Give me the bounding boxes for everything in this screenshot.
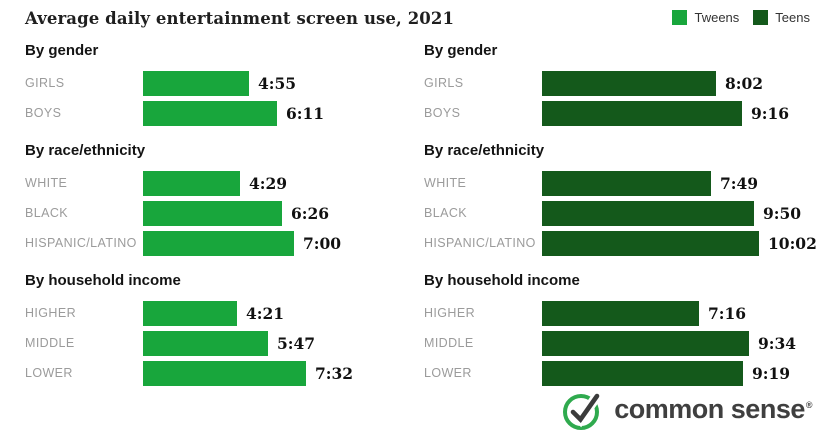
bar-row: BOYS 9:16 [424, 98, 804, 128]
bar-value: 6:26 [291, 203, 330, 223]
bar [542, 300, 699, 326]
bar-row: HISPANIC/LATINO 10:02 [424, 228, 817, 258]
legend-item-tweens: Tweens [672, 10, 739, 25]
legend-label: Tweens [694, 10, 740, 25]
bar-value: 9:50 [763, 203, 802, 223]
bar-row: HISPANIC/LATINO 7:00 [25, 228, 405, 258]
bar [143, 200, 282, 226]
row-label: HIGHER [424, 306, 476, 320]
bar-value: 10:02 [768, 233, 817, 253]
bar-value: 7:16 [708, 303, 747, 323]
section-heading: By household income [25, 272, 181, 289]
bar [542, 200, 754, 226]
bar-value: 6:11 [286, 103, 325, 123]
row-label: MIDDLE [25, 336, 75, 350]
section-heading: By gender [25, 42, 99, 59]
row-label: MIDDLE [424, 336, 474, 350]
bar-row: LOWER 9:19 [424, 358, 804, 388]
bar-value: 4:29 [249, 173, 288, 193]
bar-value: 8:02 [725, 73, 764, 93]
row-label: BLACK [424, 206, 467, 220]
logo-text: common sense [614, 393, 805, 424]
bar [143, 70, 249, 96]
bar-value: 9:34 [758, 333, 797, 353]
bar-row: HIGHER 4:21 [25, 298, 405, 328]
checkmark-circle-icon [563, 391, 603, 430]
bar-row: HIGHER 7:16 [424, 298, 804, 328]
bar-row: MIDDLE 9:34 [424, 328, 804, 358]
row-label: WHITE [25, 176, 68, 190]
row-label: GIRLS [25, 76, 65, 90]
bar [143, 170, 240, 196]
common-sense-logo: common sense® [562, 386, 813, 432]
logo-wordmark: common sense® [614, 394, 812, 425]
row-label: HIGHER [25, 306, 77, 320]
bar-value: 4:21 [246, 303, 285, 323]
bar [143, 360, 306, 386]
row-label: HISPANIC/LATINO [424, 236, 536, 250]
bar-row: GIRLS 4:55 [25, 68, 405, 98]
legend-item-teens: Teens [753, 10, 810, 25]
section-heading: By household income [424, 272, 580, 289]
bar [542, 230, 759, 256]
chart-columns: By gender GIRLS 4:55 BOYS 6:11 By race/ethnic… [0, 28, 828, 388]
section-heading: By gender [424, 42, 498, 59]
bar [542, 330, 749, 356]
bar [143, 230, 294, 256]
bar-row: WHITE 7:49 [424, 168, 804, 198]
legend-swatch-icon [753, 10, 769, 25]
bar-row: MIDDLE 5:47 [25, 328, 405, 358]
bar-row: BOYS 6:11 [25, 98, 405, 128]
bar [143, 330, 268, 356]
bar-value: 7:49 [720, 173, 759, 193]
bar-row: BLACK 6:26 [25, 198, 405, 228]
registered-mark: ® [805, 399, 813, 410]
chart-header: Average daily entertainment screen use, … [0, 0, 828, 28]
column-teens: By gender GIRLS 8:02 BOYS 9:16 By race/ethnic… [424, 28, 817, 388]
bar [143, 300, 237, 326]
column-tweens: By gender GIRLS 4:55 BOYS 6:11 By race/ethnic… [25, 28, 405, 388]
bar [143, 100, 277, 126]
bar-value: 5:47 [277, 333, 316, 353]
bar-value: 4:55 [258, 73, 297, 93]
row-label: GIRLS [424, 76, 464, 90]
bar-row: WHITE 4:29 [25, 168, 405, 198]
row-label: WHITE [424, 176, 467, 190]
row-label: LOWER [25, 366, 73, 380]
bar [542, 360, 743, 386]
row-label: HISPANIC/LATINO [25, 236, 137, 250]
bar-value: 7:32 [315, 363, 354, 383]
bar-row: BLACK 9:50 [424, 198, 804, 228]
bar [542, 100, 742, 126]
row-label: LOWER [424, 366, 472, 380]
bar-value: 9:19 [752, 363, 791, 383]
row-label: BOYS [25, 106, 62, 120]
bar-value: 9:16 [751, 103, 790, 123]
section-heading: By race/ethnicity [25, 142, 146, 159]
legend-swatch-icon [672, 10, 688, 25]
bar [542, 70, 716, 96]
legend: Tweens Teens [672, 9, 810, 25]
legend-label: Teens [775, 10, 810, 25]
row-label: BLACK [25, 206, 68, 220]
row-label: BOYS [424, 106, 461, 120]
bar [542, 170, 711, 196]
bar-value: 7:00 [303, 233, 342, 253]
chart-title: Average daily entertainment screen use, … [25, 9, 455, 28]
bar-row: GIRLS 8:02 [424, 68, 804, 98]
bar-row: LOWER 7:32 [25, 358, 405, 388]
section-heading: By race/ethnicity [424, 142, 545, 159]
